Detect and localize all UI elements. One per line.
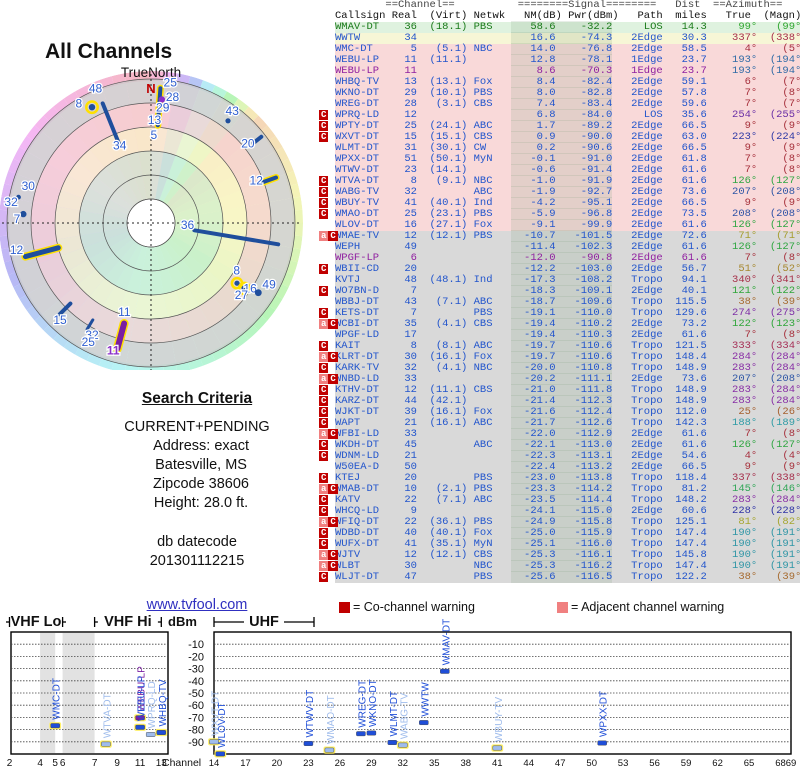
svg-text:26: 26 (335, 758, 346, 768)
svg-text:-90: -90 (188, 737, 204, 749)
svg-text:WWTW: WWTW (420, 682, 431, 717)
svg-text:VHF Hi: VHF Hi (104, 614, 152, 630)
svg-text:59: 59 (681, 758, 692, 768)
svg-text:VHF Lo: VHF Lo (11, 614, 62, 630)
svg-text:7: 7 (92, 758, 98, 768)
svg-text:WPRQ-LD: WPRQ-LD (147, 681, 158, 728)
svg-text:-70: -70 (188, 712, 204, 724)
svg-text:WTWV-DT: WTWV-DT (305, 690, 316, 738)
svg-text:WLOV-DT: WLOV-DT (217, 702, 228, 748)
svg-text:38: 38 (461, 758, 472, 768)
svg-text:2: 2 (7, 758, 13, 768)
svg-text:44: 44 (523, 758, 534, 768)
svg-text:5: 5 (52, 758, 58, 768)
svg-text:56: 56 (649, 758, 660, 768)
svg-text:= Adjacent channel warning: = Adjacent channel warning (571, 600, 724, 614)
svg-text:WKNO-DT: WKNO-DT (368, 679, 379, 727)
svg-text:9: 9 (114, 758, 120, 768)
svg-text:53: 53 (618, 758, 629, 768)
svg-text:50: 50 (586, 758, 597, 768)
svg-text:65: 65 (744, 758, 755, 768)
svg-text:69: 69 (786, 758, 797, 768)
svg-text:WTVA-DT: WTVA-DT (102, 693, 113, 738)
svg-text:-30: -30 (188, 664, 204, 676)
svg-text:WEBU-LP: WEBU-LP (137, 675, 148, 721)
svg-text:62: 62 (712, 758, 723, 768)
svg-text:4: 4 (37, 758, 43, 768)
svg-text:11: 11 (135, 758, 146, 768)
svg-text:dBm: dBm (168, 614, 197, 629)
svg-text:-40: -40 (188, 676, 204, 688)
svg-text:WMC-DT: WMC-DT (52, 678, 63, 720)
svg-text:-60: -60 (188, 700, 204, 712)
svg-text:20: 20 (272, 758, 283, 768)
svg-text:29: 29 (366, 758, 377, 768)
svg-text:WMAV-DT: WMAV-DT (441, 619, 452, 665)
svg-text:41: 41 (492, 758, 503, 768)
svg-text:-50: -50 (188, 688, 204, 700)
svg-text:WLMT-DT: WLMT-DT (389, 691, 400, 737)
svg-text:Channel: Channel (162, 757, 201, 768)
svg-text:17: 17 (240, 758, 251, 768)
svg-text:23: 23 (303, 758, 314, 768)
svg-text:-80: -80 (188, 725, 204, 737)
svg-text:WREG-DT: WREG-DT (357, 680, 368, 728)
svg-text:32: 32 (398, 758, 409, 768)
svg-text:WBUY-TV: WBUY-TV (494, 696, 505, 742)
svg-text:WABG-TV: WABG-TV (399, 692, 410, 739)
svg-text:-20: -20 (188, 651, 204, 663)
svg-text:= Co-channel warning: = Co-channel warning (353, 600, 475, 614)
svg-text:14: 14 (209, 758, 220, 768)
svg-text:68: 68 (775, 758, 786, 768)
svg-text:WPXX-DT: WPXX-DT (599, 691, 610, 737)
svg-text:6: 6 (60, 758, 66, 768)
svg-text:47: 47 (555, 758, 566, 768)
svg-text:35: 35 (429, 758, 440, 768)
svg-text:WMAO-DT: WMAO-DT (326, 695, 337, 744)
svg-text:UHF: UHF (249, 614, 279, 630)
svg-text:WHBQ-TV: WHBQ-TV (158, 679, 169, 727)
svg-text:-10: -10 (188, 639, 204, 651)
